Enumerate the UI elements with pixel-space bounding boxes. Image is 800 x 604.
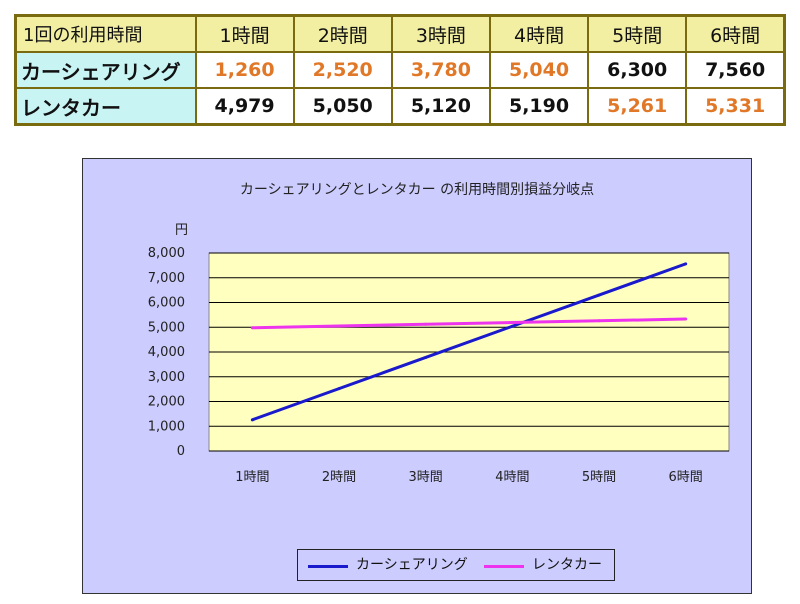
point-carsharing [597,293,601,297]
row-label-carsharing: カーシェアリング [14,51,197,89]
legend-label-carsharing: カーシェアリング [356,557,468,573]
header-cell-4h: 4時間 [488,14,590,53]
chart-canvas: 0 1,000 2,000 3,000 4,000 5,000 6,000 7,000 8,00… [148,246,730,485]
point-rentacar [597,319,601,323]
table-row-rentacar: レンタカー 4,979 5,050 5,120 5,190 5,261 5,33… [14,87,786,126]
x-tick-label: 6時間 [669,470,703,485]
header-cell-5h: 5時間 [587,14,688,53]
point-rentacar [424,322,428,326]
y-tick-label: 5,000 [148,320,185,335]
point-rentacar [250,326,254,330]
x-tick-label: 3時間 [409,470,443,485]
y-tick-label: 7,000 [148,271,185,286]
chart-legend: カーシェアリング レンタカー [297,549,615,581]
legend-swatch-rentacar [484,565,524,568]
x-axis-tick-labels: 1時間 2時間 3時間 4時間 5時間 6時間 [235,470,703,485]
point-carsharing [250,418,254,422]
y-tick-label: 0 [177,444,185,459]
y-tick-label: 2,000 [148,395,185,410]
table-corner-label: 1回の利用時間 [14,14,197,53]
series-lines [250,262,688,422]
point-rentacar [684,317,688,321]
cell-carsharing-4h: 5,040 [488,51,590,89]
cell-rentacar-4h: 5,190 [488,87,590,126]
x-tick-label: 2時間 [322,470,356,485]
cell-rentacar-6h: 5,331 [685,87,786,126]
grid-lines [209,252,729,452]
cell-rentacar-2h: 5,050 [292,87,393,126]
cell-carsharing-1h: 1,260 [194,51,295,89]
row-label-rentacar: レンタカー [14,87,197,126]
header-cell-6h: 6時間 [685,14,786,53]
breakeven-chart: 0 1,000 2,000 3,000 4,000 5,000 6,000 7,000 8,00… [82,158,752,594]
cell-carsharing-5h: 6,300 [587,51,688,89]
cell-rentacar-5h: 5,261 [587,87,688,126]
cell-carsharing-6h: 7,560 [685,51,786,89]
point-carsharing [510,324,514,328]
x-tick-label: 5時間 [582,470,616,485]
series-line-rentacar [252,317,686,330]
cell-rentacar-3h: 5,120 [390,87,491,126]
y-axis-tick-labels: 0 1,000 2,000 3,000 4,000 5,000 6,000 7,000 8,00… [148,246,185,459]
legend-label-rentacar: レンタカー [532,557,602,573]
table-row-carsharing: カーシェアリング 1,260 2,520 3,780 5,040 6,300 7… [14,51,786,89]
legend-swatch-carsharing [308,565,348,568]
y-tick-label: 6,000 [148,296,185,311]
table-header-row: 1回の利用時間 1時間 2時間 3時間 4時間 5時間 6時間 [14,14,786,53]
y-tick-label: 8,000 [148,246,185,261]
cost-comparison-table: 1回の利用時間 1時間 2時間 3時間 4時間 5時間 6時間 カーシェアリング… [14,14,786,126]
cell-carsharing-3h: 3,780 [390,51,491,89]
chart-title: カーシェアリングとレンタカー の利用時間別損益分岐点 [239,182,595,198]
y-tick-label: 1,000 [148,419,185,434]
point-rentacar [337,324,341,328]
header-cell-2h: 2時間 [292,14,393,53]
y-tick-label: 4,000 [148,345,185,360]
cell-rentacar-1h: 4,979 [194,87,295,126]
x-tick-label: 4時間 [495,470,529,485]
x-tick-label: 1時間 [235,470,269,485]
cell-carsharing-2h: 2,520 [292,51,393,89]
header-cell-3h: 3時間 [390,14,491,53]
point-rentacar [510,321,514,325]
point-carsharing [684,262,688,266]
header-cell-1h: 1時間 [194,14,295,53]
series-line-carsharing [251,262,687,422]
point-carsharing [424,355,428,359]
point-carsharing [337,387,341,391]
y-tick-label: 3,000 [148,370,185,385]
y-axis-unit-label: 円 [175,223,189,238]
